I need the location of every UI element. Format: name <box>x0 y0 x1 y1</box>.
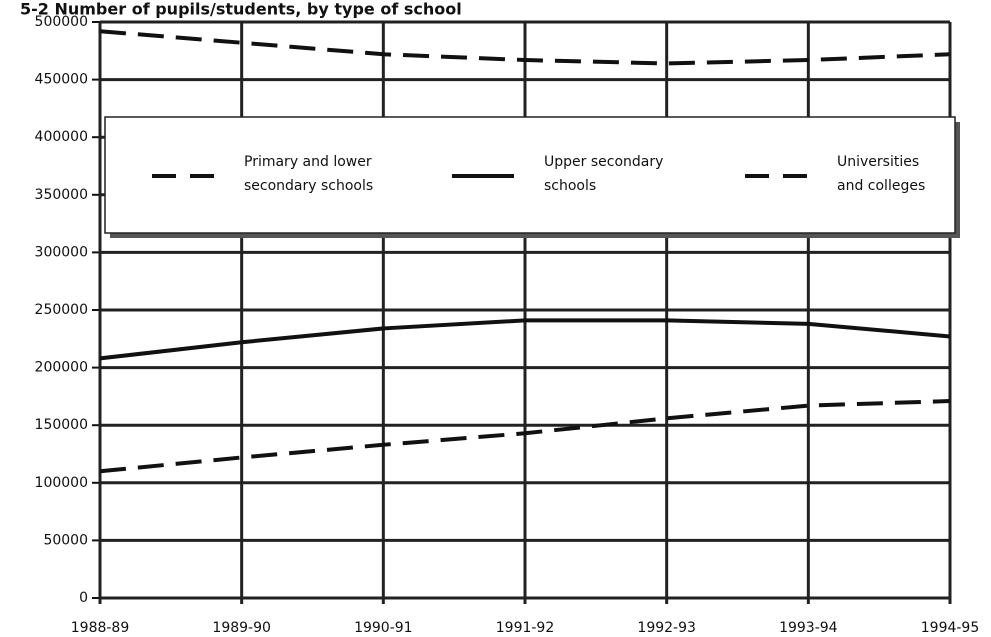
y-tick-label: 250000 <box>35 302 88 318</box>
y-tick-label: 500000 <box>35 14 88 30</box>
y-tick-label: 0 <box>79 590 88 606</box>
legend-label-line: secondary schools <box>244 178 373 194</box>
series-line <box>99 399 951 474</box>
y-tick-label: 450000 <box>35 72 88 88</box>
legend-label: Primary and lower secondary schools <box>244 154 373 194</box>
legend-label: Upper secondary schools <box>544 154 663 194</box>
y-tick-label: 100000 <box>35 475 88 491</box>
x-tick-label: 1994-95 <box>921 620 980 636</box>
y-tick-label: 50000 <box>43 532 88 548</box>
series-line <box>99 318 951 361</box>
chart-title: 5-2 Number of pupils/students, by type o… <box>20 0 462 19</box>
x-tick-label: 1988-89 <box>71 620 130 636</box>
legend-label-line: Primary and lower <box>244 154 372 170</box>
y-tick-label: 150000 <box>35 417 88 433</box>
legend-label-line: schools <box>544 178 596 194</box>
legend-label: Universities and colleges <box>837 154 925 194</box>
legend-label-line: Universities <box>837 154 919 170</box>
y-tick-label: 300000 <box>35 244 88 260</box>
legend <box>104 116 960 238</box>
y-tick-label: 200000 <box>35 360 88 376</box>
x-tick-label: 1989-90 <box>212 620 271 636</box>
legend-label-line: Upper secondary <box>544 154 663 170</box>
y-tick-label: 400000 <box>35 129 88 145</box>
x-tick-label: 1990-91 <box>354 620 413 636</box>
x-tick-label: 1993-94 <box>779 620 838 636</box>
series-line <box>99 29 951 66</box>
legend-box <box>104 116 956 234</box>
y-tick-label: 350000 <box>35 187 88 203</box>
x-tick-label: 1991-92 <box>496 620 555 636</box>
legend-label-line: and colleges <box>837 178 925 194</box>
x-tick-label: 1992-93 <box>637 620 696 636</box>
